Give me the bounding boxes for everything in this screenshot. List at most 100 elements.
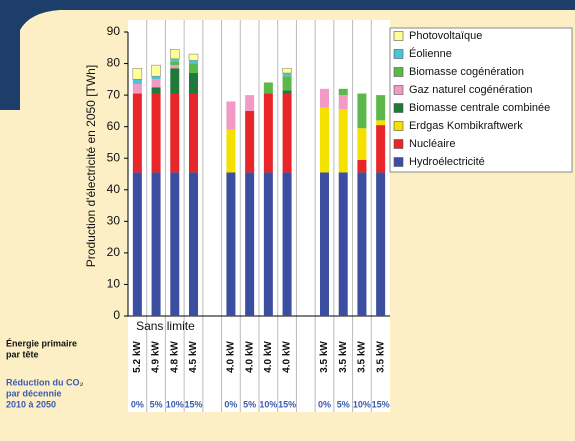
bar-segment [189, 64, 198, 73]
legend-label: Biomasse centrale combinée [409, 102, 550, 114]
bar-segment [264, 82, 273, 93]
bar-segment [264, 172, 273, 316]
row-label: par tête [6, 349, 39, 359]
reduction-label: 5% [150, 399, 163, 409]
category-label: 4.9 kW [151, 341, 162, 373]
y-tick-label: 80 [107, 56, 121, 70]
reduction-label: 5% [337, 399, 350, 409]
bar-segment [152, 172, 161, 316]
bar-segment [283, 68, 292, 73]
bar-segment [133, 94, 142, 173]
bar-segment [133, 68, 142, 79]
bar-segment [376, 172, 385, 316]
legend-label: Nucléaire [409, 138, 455, 150]
legend-label: Photovoltaïque [409, 30, 482, 42]
row-label: par décennie [6, 388, 62, 398]
legend-swatch [394, 140, 403, 149]
legend-label: Biomasse cogénération [409, 66, 524, 78]
bar-segment [283, 94, 292, 173]
row-label: Réduction du CO₂ [6, 377, 84, 387]
legend-swatch [394, 86, 403, 95]
reduction-label: 0% [224, 399, 237, 409]
bar-segment [245, 172, 254, 316]
bar-segment [152, 65, 161, 76]
category-label: 5.2 kW [132, 341, 143, 373]
reduction-label: 10% [259, 399, 277, 409]
y-tick-label: 0 [113, 308, 120, 322]
legend-label: Gaz naturel cogénération [409, 84, 533, 96]
bar-segment [376, 120, 385, 125]
reduction-label: 10% [166, 399, 184, 409]
bar-segment [283, 73, 292, 76]
bar-segment [357, 128, 366, 160]
bar-segment [170, 94, 179, 173]
bar-segment [245, 111, 254, 173]
legend-swatch [394, 68, 403, 77]
category-label: 4.5 kW [188, 341, 199, 373]
bar-segment [170, 68, 179, 93]
category-label: 4.8 kW [169, 341, 180, 373]
bar-segment [264, 94, 273, 173]
bar-segment [152, 79, 161, 87]
bar-segment [339, 109, 348, 172]
bar-segment [357, 172, 366, 316]
legend-label: Éolienne [409, 47, 452, 60]
bar-segment [152, 76, 161, 79]
bar-segment [133, 172, 142, 316]
bar-segment [189, 54, 198, 60]
bar-segment [283, 172, 292, 316]
bar-segment [170, 172, 179, 316]
category-label: 4.0 kW [244, 341, 255, 373]
category-label: 4.0 kW [226, 341, 237, 373]
category-label: 3.5 kW [338, 341, 349, 373]
bar-segment [357, 160, 366, 173]
category-label: 3.5 kW [357, 341, 368, 373]
category-label: 4.0 kW [263, 341, 274, 373]
bar-segment [226, 101, 235, 129]
bar-segment [320, 108, 329, 173]
legend-swatch [394, 32, 403, 41]
bar-segment [320, 89, 329, 108]
bar-segment [357, 94, 366, 129]
bar-segment [152, 94, 161, 173]
legend-swatch [394, 104, 403, 113]
reduction-label: 10% [353, 399, 371, 409]
y-axis-label: Production d'électricité en 2050 [TWh] [84, 65, 98, 267]
reduction-label: 0% [131, 399, 144, 409]
reduction-label: 5% [243, 399, 256, 409]
bar-segment [170, 59, 179, 62]
legend-swatch [394, 158, 403, 167]
bar-segment [226, 130, 235, 173]
category-label: 3.5 kW [375, 341, 386, 373]
bar-segment [170, 62, 179, 65]
bar-segment [152, 87, 161, 93]
bar-segment [189, 60, 198, 63]
bar-segment [339, 172, 348, 316]
bar-segment [339, 89, 348, 95]
chart: Production d'électricité en 2050 [TWh] 0… [0, 0, 575, 441]
reduction-label: 15% [278, 399, 296, 409]
group-label: Sans limite [136, 319, 195, 333]
y-tick-label: 10 [107, 277, 121, 291]
y-tick-label: 20 [107, 245, 121, 259]
bar-segment [320, 172, 329, 316]
bar-segment [189, 73, 198, 94]
y-tick-label: 40 [107, 182, 121, 196]
y-tick-label: 70 [107, 87, 121, 101]
reduction-label: 0% [318, 399, 331, 409]
bar-segment [189, 94, 198, 173]
bar-segment [226, 172, 235, 316]
bar-segment [133, 84, 142, 93]
bar-segment [189, 172, 198, 316]
bar-segment [283, 76, 292, 90]
bar-segment [245, 95, 254, 111]
bar-segment [133, 79, 142, 84]
category-label: 3.5 kW [319, 341, 330, 373]
y-tick-label: 60 [107, 119, 121, 133]
legend-label: Hydroélectricité [409, 156, 485, 168]
bar-segment [376, 95, 385, 120]
bar-segment [339, 95, 348, 109]
legend-label: Erdgas Kombikraftwerk [409, 120, 523, 132]
y-tick-label: 50 [107, 150, 121, 164]
legend-swatch [394, 50, 403, 59]
